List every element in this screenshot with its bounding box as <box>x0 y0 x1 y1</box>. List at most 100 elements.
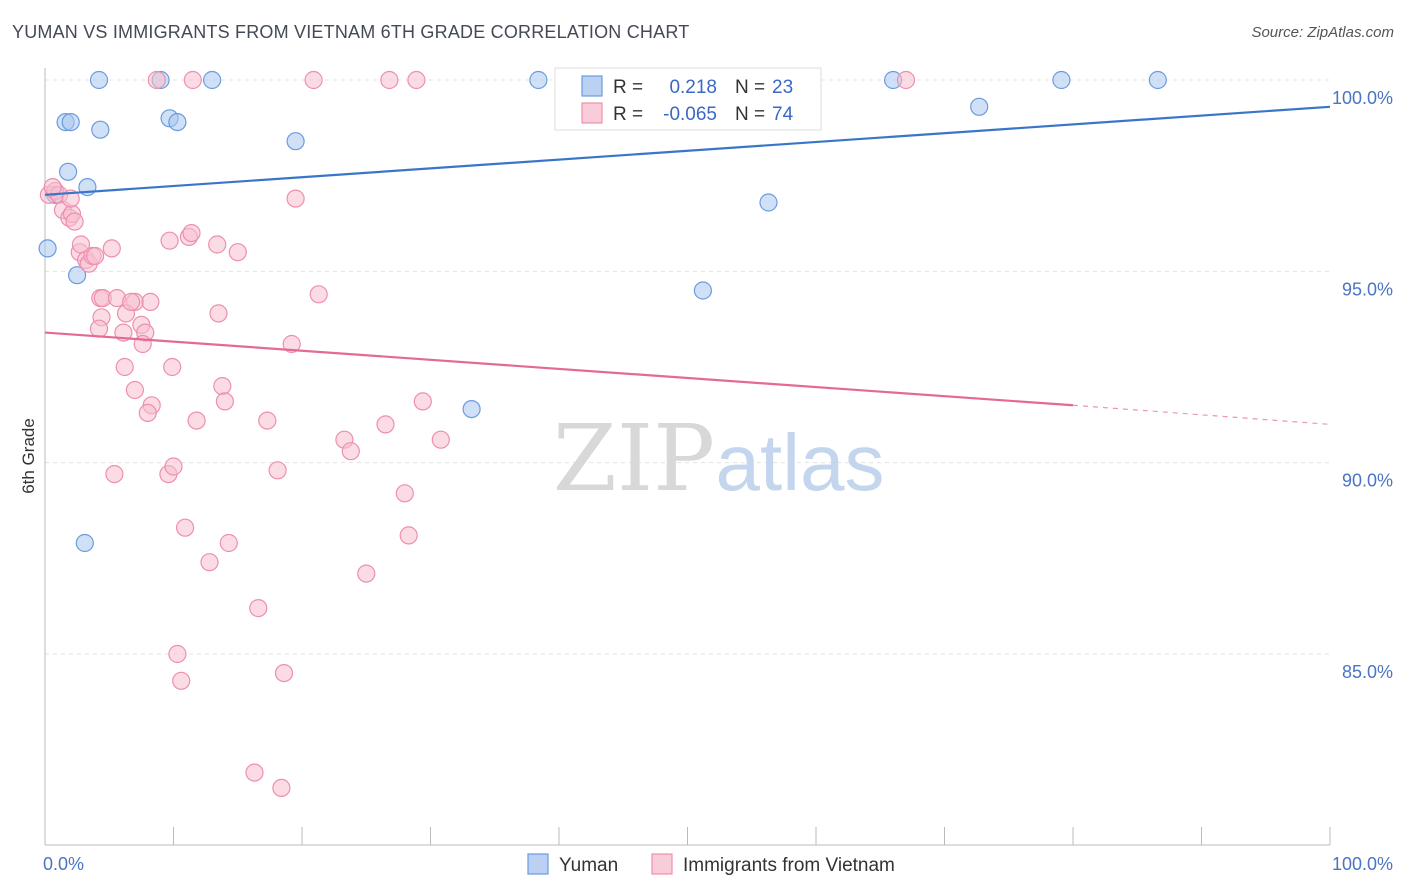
vietnam-point <box>163 357 182 377</box>
grid-lines <box>45 79 1330 655</box>
yuman-point <box>970 97 989 116</box>
vietnam-trend-extension <box>1072 404 1331 425</box>
vietnam-point <box>182 224 201 243</box>
bottom-legend-swatch-vietnam <box>651 853 673 875</box>
vietnam-point <box>176 518 195 537</box>
vietnam-trend-line <box>44 331 1074 407</box>
vietnam-point <box>304 70 323 90</box>
vietnam-point <box>105 465 124 484</box>
trend-lines <box>44 105 1331 425</box>
yuman-point <box>168 112 187 132</box>
vietnam-point <box>245 763 264 782</box>
vietnam-point <box>413 392 432 411</box>
vietnam-point <box>213 377 232 396</box>
vietnam-point <box>380 70 399 90</box>
watermark-zip: ZIP <box>553 405 715 512</box>
vietnam-point <box>102 239 121 258</box>
x-tick-label: 0.0% <box>43 854 84 874</box>
x-tick-labels: 0.0% 100.0% <box>43 854 1393 874</box>
vietnam-point <box>43 178 62 197</box>
bottom-legend-label-yuman: Yuman <box>559 855 618 876</box>
bottom-legend: Yuman Immigrants from Vietnam <box>527 853 895 876</box>
vietnam-point <box>89 319 109 338</box>
yuman-trend-line <box>44 105 1331 196</box>
vietnam-point <box>172 671 191 690</box>
chart-title: YUMAN VS IMMIGRANTS FROM VIETNAM 6TH GRA… <box>12 22 690 42</box>
yuman-point <box>203 70 222 90</box>
legend-n-label: N = <box>735 104 765 125</box>
y-tick-label: 85.0% <box>1342 662 1393 682</box>
yuman-point <box>286 132 305 151</box>
vietnam-point <box>431 430 450 449</box>
yuman-point <box>759 193 778 212</box>
vietnam-point <box>138 403 157 422</box>
vietnam-point <box>274 663 294 683</box>
yuman-point <box>58 162 78 181</box>
vietnam-point <box>272 778 291 798</box>
legend-r-label: R = <box>613 77 643 98</box>
vietnam-point <box>357 564 376 583</box>
bottom-legend-swatch-yuman <box>527 853 549 875</box>
vietnam-point <box>141 292 160 311</box>
legend-r-value: -0.065 <box>663 104 717 125</box>
vietnam-point <box>399 526 418 545</box>
vietnam-point <box>183 70 202 90</box>
y-tick-labels: 85.0% 90.0% 95.0% 100.0% <box>1332 88 1393 682</box>
yuman-point <box>75 533 94 553</box>
yuman-point <box>1052 70 1071 90</box>
vietnam-point <box>215 392 234 411</box>
vietnam-point <box>115 357 134 377</box>
y-tick-label: 95.0% <box>1342 279 1393 299</box>
x-tick-label: 100.0% <box>1332 854 1393 874</box>
chart-source: Source: ZipAtlas.com <box>1251 24 1394 41</box>
legend-swatch-yuman <box>581 75 603 97</box>
legend-swatch-vietnam <box>581 102 603 124</box>
vietnam-point <box>147 70 166 90</box>
vietnam-point <box>160 231 179 250</box>
y-tick-label: 100.0% <box>1332 88 1393 108</box>
vietnam-point <box>407 70 426 90</box>
scatter-points <box>38 70 1167 798</box>
legend-n-value: 23 <box>772 77 793 98</box>
legend-n-value: 74 <box>772 104 794 125</box>
legend: R = 0.218 N = 23 R = -0.065 N = 74 <box>554 67 822 131</box>
vietnam-point <box>65 212 84 231</box>
vietnam-point <box>168 644 187 664</box>
vietnam-point <box>286 189 305 208</box>
vietnam-point <box>208 235 227 254</box>
vietnam-point <box>341 442 360 461</box>
yuman-point <box>38 239 57 258</box>
watermark-atlas: atlas <box>716 418 885 507</box>
vietnam-point <box>896 70 916 90</box>
vietnam-point <box>219 533 238 553</box>
vietnam-point <box>309 285 328 304</box>
legend-r-label: R = <box>613 104 643 125</box>
yuman-point <box>1148 70 1167 90</box>
vietnam-point <box>228 243 247 262</box>
vietnam-point <box>164 457 183 476</box>
vietnam-point <box>209 304 228 323</box>
vietnam-point <box>268 461 287 480</box>
yuman-point <box>462 400 481 419</box>
legend-r-value: 0.218 <box>669 77 717 98</box>
vietnam-point <box>249 598 268 618</box>
vietnam-point <box>187 411 206 430</box>
y-axis-label: 6th Grade <box>19 418 38 494</box>
yuman-point <box>61 112 80 132</box>
yuman-point <box>693 281 713 300</box>
vietnam-point <box>200 553 219 572</box>
y-tick-label: 90.0% <box>1342 471 1393 491</box>
vietnam-point <box>258 411 277 430</box>
yuman-point <box>67 266 87 285</box>
bottom-legend-label-vietnam: Immigrants from Vietnam <box>683 855 895 876</box>
watermark: ZIP atlas <box>553 405 885 512</box>
vietnam-point <box>122 292 141 311</box>
yuman-point <box>89 70 109 90</box>
vietnam-point <box>125 380 144 400</box>
legend-n-label: N = <box>735 77 765 98</box>
yuman-point <box>91 120 110 139</box>
vietnam-point <box>282 334 301 354</box>
vietnam-point <box>85 246 105 266</box>
yuman-point <box>529 70 548 90</box>
